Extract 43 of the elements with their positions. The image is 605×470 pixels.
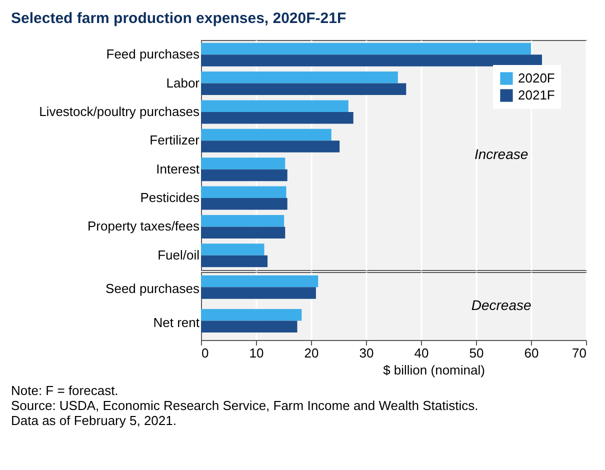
y-tick-label: Labor [166,75,200,90]
bar [201,214,284,227]
x-tick-label: 70 [572,346,586,360]
source-note: Source: USDA, Economic Research Service, Farm Income and Wealth Statistics. [11,398,478,413]
x-tick-label: 20 [304,346,319,360]
bar [201,112,354,124]
y-tick-label: Livestock/poultry purchases [39,104,200,119]
x-tick-label: 0 [202,346,209,360]
annotation: Decrease [471,297,532,313]
bar [201,42,531,55]
y-tick-label: Fertilizer [150,132,200,148]
y-tick-label: Property taxes/fees [88,218,200,234]
bar [201,100,348,112]
x-tick-label: 40 [414,346,429,360]
y-tick-label: Pesticides [140,190,200,206]
y-tick-label: Seed purchases [106,281,200,296]
text: Note: F = forecast. [11,383,118,398]
bar [201,83,406,96]
bar [201,226,286,238]
y-tick-label: Feed purchases [106,46,200,62]
text: Data as of February 5, 2021. [11,413,176,428]
x-tick-label: 10 [249,346,264,360]
x-tick-label: 50 [469,346,484,360]
bar [201,198,288,210]
legend-label: 2021F [518,88,555,102]
legend-label: 2020F [518,70,555,86]
bar [201,54,542,66]
y-tick-label: Net rent [153,314,200,330]
bar [201,169,288,182]
bar [201,255,268,268]
chart-title: Selected farm production expenses, 2020F-21F [11,10,346,27]
bar [201,128,332,141]
y-tick-label: Interest [156,161,200,176]
bar [201,186,286,198]
bar [201,158,286,170]
x-tick-label: 60 [524,346,539,360]
bar [201,72,398,84]
bar [201,140,340,152]
x-tick-label: 30 [359,346,374,360]
annotation: Increase [474,146,528,162]
y-tick-label: Fuel/oil [158,247,200,262]
x-axis-title: $ billion (nominal) [383,362,485,378]
bar [201,244,264,256]
